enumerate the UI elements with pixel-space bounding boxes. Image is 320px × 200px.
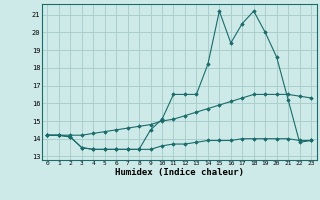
X-axis label: Humidex (Indice chaleur): Humidex (Indice chaleur) [115,168,244,177]
